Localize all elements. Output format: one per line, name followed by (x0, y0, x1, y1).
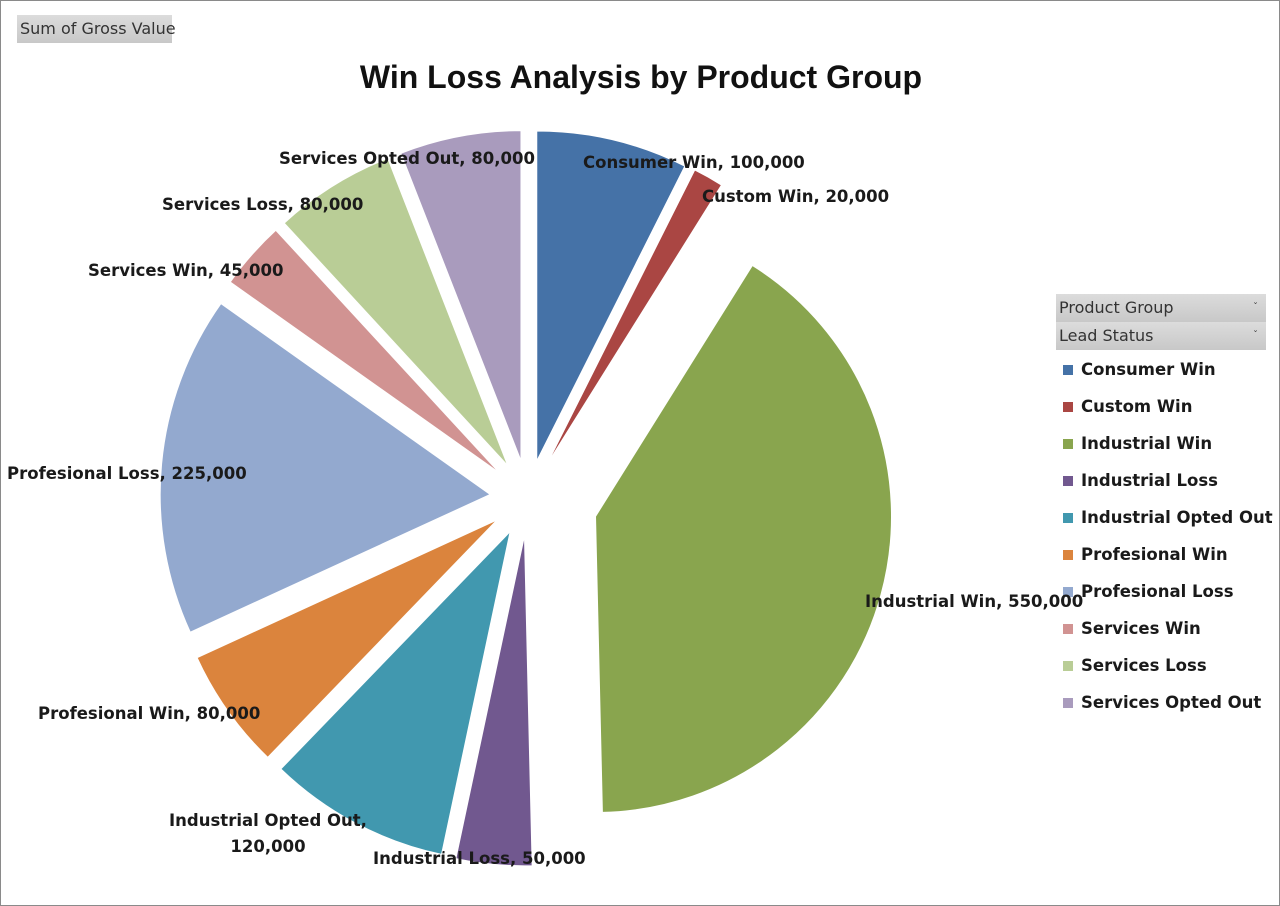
data-label-consumer-win: Consumer Win, 100,000 (583, 153, 805, 172)
data-label-custom-win: Custom Win, 20,000 (702, 187, 889, 206)
dropdown-arrow-icon[interactable]: ˇ (1253, 302, 1258, 313)
legend-swatch (1063, 697, 1073, 708)
dropdown-arrow-icon[interactable]: ˇ (1253, 330, 1258, 341)
chart-legend: Consumer Win Custom Win Industrial Win Indu… (1063, 351, 1273, 721)
legend-label: Industrial Loss (1081, 471, 1218, 490)
legend-swatch (1063, 401, 1073, 412)
legend-label: Industrial Opted Out (1081, 508, 1273, 527)
legend-entry-industrial-loss: Industrial Loss (1063, 462, 1273, 499)
legend-entry-services-opted-out: Services Opted Out (1063, 684, 1273, 721)
data-label-profesional-win: Profesional Win, 80,000 (38, 704, 260, 723)
legend-label: Industrial Win (1081, 434, 1213, 453)
legend-label: Services Opted Out (1081, 693, 1262, 712)
data-label-services-loss: Services Loss, 80,000 (162, 195, 363, 214)
legend-swatch (1063, 364, 1073, 375)
data-label-industrial-loss: Industrial Loss, 50,000 (373, 849, 586, 868)
legend-entry-consumer-win: Consumer Win (1063, 351, 1273, 388)
legend-entry-industrial-win: Industrial Win (1063, 425, 1273, 462)
data-label-industrial-opted-out: Industrial Opted Out, 120,000 (169, 811, 367, 856)
legend-label: Services Loss (1081, 656, 1207, 675)
lead-status-field-button[interactable]: Lead Status ˇ (1056, 322, 1266, 350)
pie-slice-industrial-loss[interactable] (455, 535, 533, 867)
sum-of-gross-value-field-button[interactable]: Sum of Gross Value (17, 15, 176, 43)
legend-label: Custom Win (1081, 397, 1193, 416)
pie-slice-custom-win[interactable] (546, 169, 723, 466)
pie-slice-services-loss[interactable] (283, 157, 509, 467)
data-label-profesional-loss: Profesional Loss, 225,000 (7, 464, 247, 483)
lead-status-field-label: Lead Status (1059, 326, 1154, 345)
pie-slice-profesional-win[interactable] (196, 519, 498, 759)
legend-entry-custom-win: Custom Win (1063, 388, 1273, 425)
legend-label: Consumer Win (1081, 360, 1216, 379)
product-group-field-label: Product Group (1059, 298, 1174, 317)
pie-slice-services-opted-out[interactable] (400, 130, 522, 461)
legend-swatch (1063, 623, 1073, 634)
legend-label: Profesional Win (1081, 545, 1228, 564)
pie-slice-consumer-win[interactable] (536, 130, 686, 462)
pie-slice-industrial-win[interactable] (595, 264, 893, 813)
pie-slice-industrial-opted-out[interactable] (280, 529, 512, 855)
legend-entry-profesional-loss: Profesional Loss (1063, 573, 1273, 610)
legend-swatch (1063, 549, 1073, 560)
legend-entry-profesional-win: Profesional Win (1063, 536, 1273, 573)
legend-swatch (1063, 512, 1073, 523)
data-label-services-win: Services Win, 45,000 (88, 261, 283, 280)
legend-swatch (1063, 475, 1073, 486)
product-group-field-button[interactable]: Product Group ˇ (1056, 294, 1266, 322)
legend-label: Services Win (1081, 619, 1201, 638)
data-label-industrial-win: Industrial Win, 550,000 (865, 592, 1083, 611)
legend-entry-industrial-opted-out: Industrial Opted Out (1063, 499, 1273, 536)
legend-swatch (1063, 660, 1073, 671)
chart-title: Win Loss Analysis by Product Group (359, 59, 923, 95)
pie-slice-services-win[interactable] (229, 229, 500, 474)
legend-label: Profesional Loss (1081, 582, 1234, 601)
legend-entry-services-win: Services Win (1063, 610, 1273, 647)
legend-swatch (1063, 438, 1073, 449)
data-label-services-opted-out: Services Opted Out, 80,000 (279, 149, 535, 168)
pie-slice-profesional-loss[interactable] (159, 302, 492, 633)
legend-entry-services-loss: Services Loss (1063, 647, 1273, 684)
legend-swatch (1063, 586, 1073, 597)
